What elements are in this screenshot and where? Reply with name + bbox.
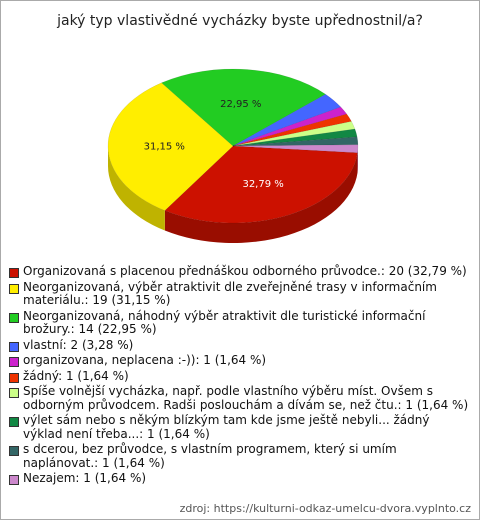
legend-entry: Neorganizovaná, náhodný výběr atraktivit… (9, 308, 471, 337)
source: zdroj: https://kulturni-odkaz-umelcu-dvo… (179, 502, 471, 515)
legend-entry: vlastní: 2 (3,28 %) (9, 337, 471, 353)
legend-label: Neorganizovaná, náhodný výběr atraktivit… (23, 308, 426, 336)
slice (164, 145, 358, 224)
slice (232, 128, 358, 147)
slice-side (108, 146, 165, 231)
legend-swatch (9, 268, 19, 278)
legend-swatch (9, 475, 19, 485)
slice (232, 144, 359, 153)
legend-entry: Organizovaná s placenou přednáškou odbor… (9, 264, 471, 279)
data-label: 31,15 % (144, 142, 185, 153)
legend-swatch (9, 388, 19, 398)
legend-label: Nezajem: 1 (1,64 %) (23, 471, 147, 485)
legend-swatch (9, 417, 19, 427)
legend-entry: Neorganizovaná, výběr atraktivit dle zve… (9, 279, 471, 308)
slice-side (164, 152, 358, 243)
legend-label: Organizovaná s placenou přednáškou odbor… (23, 264, 467, 278)
legend-label: Neorganizovaná, výběr atraktivit dle zve… (23, 279, 437, 307)
legend-entry: Spíše volnější vycházka, např. podle vla… (9, 384, 471, 412)
data-label: 22,95 % (220, 99, 261, 110)
legend-label: organizovana, neplacena :-)): 1 (1,64 %) (23, 353, 267, 367)
legend-entry: s dcerou, bez průvodce, s vlastním progr… (9, 442, 471, 470)
legend-swatch (9, 341, 19, 352)
legend-label: vlastní: 2 (3,28 %) (23, 337, 134, 352)
legend-swatch (9, 312, 19, 323)
legend-swatch (9, 283, 19, 294)
slice (232, 113, 352, 147)
legend-swatch (9, 372, 19, 383)
legend-entry: organizovana, neplacena :-)): 1 (1,64 %) (9, 353, 471, 368)
data-label: 32,79 % (242, 179, 283, 190)
legend-entry: Nezajem: 1 (1,64 %) (9, 471, 471, 486)
chart-title: jaký typ vlastivědné vycházky byste upře… (56, 13, 423, 29)
pie-area: jaký typ vlastivědné vycházky byste upře… (56, 13, 423, 243)
legend-swatch (9, 446, 19, 456)
legend-label: Spíše volnější vycházka, např. podle vla… (23, 384, 469, 412)
slice (232, 136, 359, 147)
slice (232, 93, 342, 147)
legend-label: žádný: 1 (1,64 %) (23, 368, 129, 383)
slice (232, 106, 348, 147)
legend-swatch (9, 357, 19, 367)
slice (161, 68, 327, 147)
legend-label: s dcerou, bez průvodce, s vlastním progr… (23, 442, 397, 470)
legend-entry: žádný: 1 (1,64 %) (9, 368, 471, 384)
legend-entry: výlet sám nebo s někým blízkým tam kde j… (9, 413, 471, 441)
slice (107, 82, 234, 211)
legend: Organizovaná s placenou přednáškou odbor… (9, 264, 471, 488)
slice (232, 121, 356, 147)
legend-label: výlet sám nebo s někým blízkým tam kde j… (23, 413, 430, 441)
